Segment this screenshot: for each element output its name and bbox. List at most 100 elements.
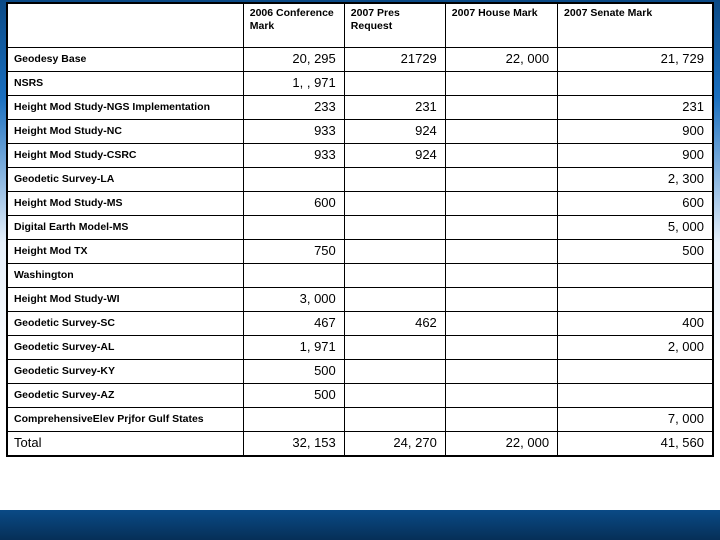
cell-2006: 3, 000 [243,288,344,312]
cell-house [445,408,557,432]
footer-strip [0,510,720,540]
row-label: ComprehensiveElev Prjfor Gulf States [8,408,244,432]
cell-senate [558,384,713,408]
cell-pres: 21729 [344,48,445,72]
row-label: Geodesy Base [8,48,244,72]
cell-2006: 467 [243,312,344,336]
row-label: Geodetic Survey-AL [8,336,244,360]
cell-pres [344,384,445,408]
table-row: Height Mod Study-MS600600 [8,192,713,216]
cell-2006: 500 [243,384,344,408]
row-label: Height Mod TX [8,240,244,264]
total-2006: 32, 153 [243,432,344,456]
cell-2006: 600 [243,192,344,216]
table-row: Height Mod Study-WI3, 000 [8,288,713,312]
cell-senate [558,360,713,384]
cell-senate: 231 [558,96,713,120]
cell-house [445,120,557,144]
cell-2006 [243,168,344,192]
cell-senate [558,72,713,96]
cell-2006: 750 [243,240,344,264]
cell-senate: 500 [558,240,713,264]
table-row: Height Mod Study-NC933924 900 [8,120,713,144]
cell-house [445,264,557,288]
row-label: Digital Earth Model-MS [8,216,244,240]
header-pres: 2007 Pres Request [344,4,445,48]
row-label: NSRS [8,72,244,96]
total-house: 22, 000 [445,432,557,456]
cell-senate: 400 [558,312,713,336]
cell-pres [344,360,445,384]
row-label: Height Mod Study-WI [8,288,244,312]
header-2006: 2006 Conference Mark [243,4,344,48]
row-label: Height Mod Study-CSRC [8,144,244,168]
budget-table: 2006 Conference Mark 2007 Pres Request 2… [7,3,713,456]
table-row: Height Mod Study-NGS Implementation23323… [8,96,713,120]
table-row: Washington [8,264,713,288]
cell-pres: 462 [344,312,445,336]
cell-senate: 900 [558,120,713,144]
cell-senate: 5, 000 [558,216,713,240]
cell-senate: 7, 000 [558,408,713,432]
row-label: Height Mod Study-NC [8,120,244,144]
cell-2006: 500 [243,360,344,384]
cell-pres [344,408,445,432]
header-senate: 2007 Senate Mark [558,4,713,48]
table-row: Height Mod Study-CSRC933924 900 [8,144,713,168]
cell-house [445,336,557,360]
cell-senate [558,288,713,312]
cell-house [445,144,557,168]
header-row: 2006 Conference Mark 2007 Pres Request 2… [8,4,713,48]
table-row: Geodetic Survey-AZ500 [8,384,713,408]
cell-2006: 233 [243,96,344,120]
total-pres: 24, 270 [344,432,445,456]
cell-pres [344,168,445,192]
cell-house [445,384,557,408]
cell-senate: 2, 000 [558,336,713,360]
cell-house [445,288,557,312]
cell-house [445,96,557,120]
cell-house [445,168,557,192]
cell-house [445,312,557,336]
total-row: Total32, 15324, 27022, 00041, 560 [8,432,713,456]
row-label: Height Mod Study-MS [8,192,244,216]
cell-2006: 1, , 971 [243,72,344,96]
budget-table-sheet: 2006 Conference Mark 2007 Pres Request 2… [6,2,714,457]
table-row: Digital Earth Model-MS 5, 000 [8,216,713,240]
row-label: Geodetic Survey-AZ [8,384,244,408]
cell-house [445,240,557,264]
cell-pres [344,192,445,216]
cell-2006 [243,216,344,240]
total-senate: 41, 560 [558,432,713,456]
cell-pres: 924 [344,144,445,168]
cell-2006: 933 [243,120,344,144]
table-row: Height Mod TX750 500 [8,240,713,264]
cell-senate [558,264,713,288]
row-label: Geodetic Survey-LA [8,168,244,192]
cell-house [445,216,557,240]
cell-house: 22, 000 [445,48,557,72]
cell-senate: 21, 729 [558,48,713,72]
table-row: Geodetic Survey-SC467462 400 [8,312,713,336]
cell-senate: 900 [558,144,713,168]
cell-pres: 924 [344,120,445,144]
header-house: 2007 House Mark [445,4,557,48]
row-label: Washington [8,264,244,288]
cell-2006 [243,408,344,432]
cell-pres [344,72,445,96]
row-label: Geodetic Survey-SC [8,312,244,336]
cell-house [445,72,557,96]
cell-pres [344,288,445,312]
cell-pres [344,264,445,288]
cell-pres [344,216,445,240]
table-row: ComprehensiveElev Prjfor Gulf States 7, 0… [8,408,713,432]
header-blank [8,4,244,48]
total-label: Total [8,432,244,456]
cell-pres: 231 [344,96,445,120]
cell-house [445,360,557,384]
cell-2006: 933 [243,144,344,168]
row-label: Geodetic Survey-KY [8,360,244,384]
table-row: Geodesy Base20, 2952172922, 00021, 729 [8,48,713,72]
cell-house [445,192,557,216]
cell-2006: 1, 971 [243,336,344,360]
